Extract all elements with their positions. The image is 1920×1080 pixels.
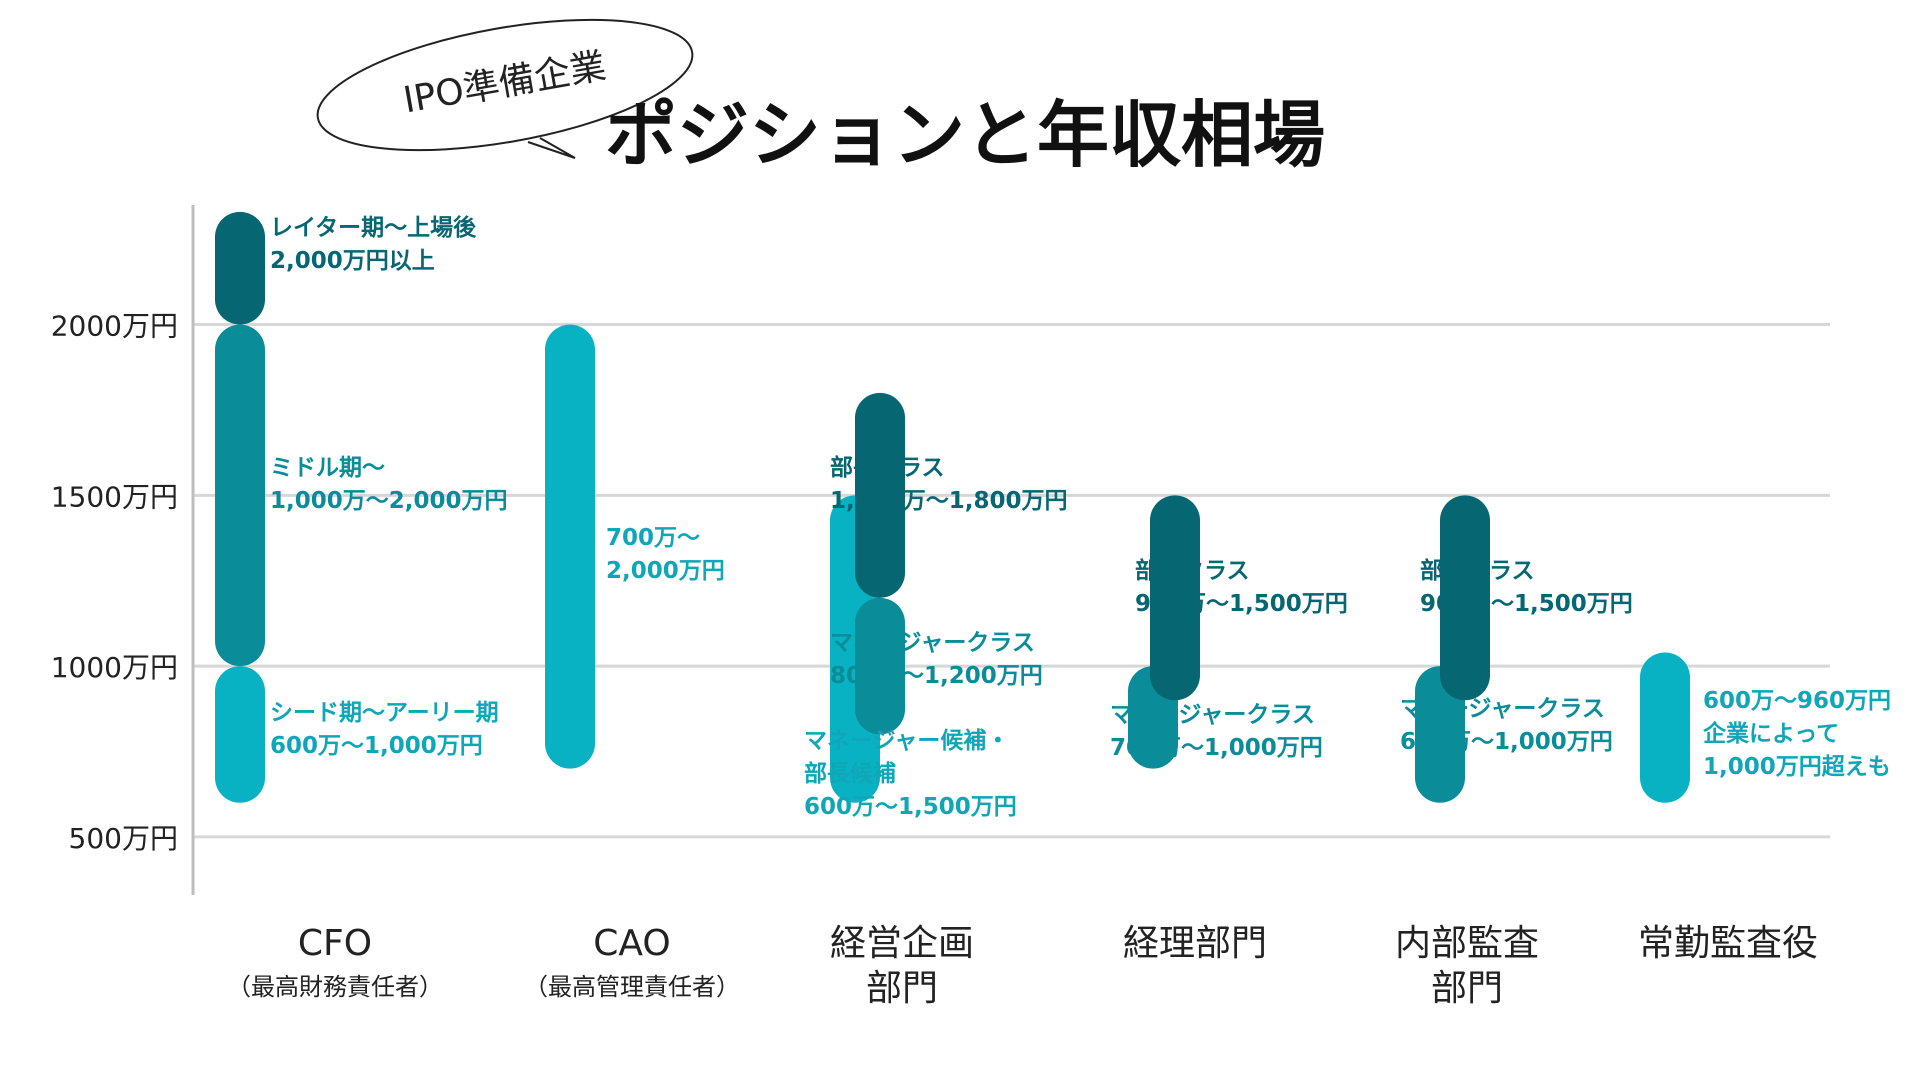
range-label-line: 600万～1,500万円 — [804, 794, 1017, 820]
y-tick-labels: 2000万円 1500万円 1000万円 500万円 — [51, 310, 178, 855]
range-bar-1-light — [545, 324, 595, 769]
range-label-0: レイター期～上場後 2,000万円以上 — [270, 214, 477, 274]
category-sublabel-1: （最高管理責任者） — [524, 973, 740, 1001]
header: IPO準備企業 ポジションと年収相場 — [316, 18, 1325, 177]
y-tick-label-1000: 1000万円 — [51, 651, 178, 684]
range-label-line: 800万～1,200万円 — [830, 663, 1043, 689]
range-label-9: マネージャークラス 600万～1,000万円 — [1400, 696, 1613, 755]
category-sublabel-4: 部門 — [1431, 968, 1503, 1009]
range-label-line: シード期～アーリー期 — [270, 700, 499, 726]
category-sublabel-2: 部門 — [866, 968, 938, 1009]
category-label-2: 経営企画 — [830, 923, 974, 964]
range-label-line: 700万～ — [606, 525, 700, 551]
range-label-line: 2,000万円以上 — [270, 248, 435, 274]
range-label-4: マネージャー候補・部長候補 600万～1,500万円 — [804, 728, 1017, 820]
category-label-1: CAO — [593, 923, 670, 964]
category-sublabel-0: （最高財務責任者） — [227, 973, 443, 1001]
range-label-line: ミドル期～ — [270, 455, 385, 481]
range-label-5: マネージャークラス 800万～1,200万円 — [830, 630, 1043, 689]
range-label-line: レイター期～上場後 — [270, 214, 477, 241]
range-label-2: シード期～アーリー期 600万～1,000万円 — [270, 700, 499, 759]
y-tick-label-1500: 1500万円 — [51, 480, 178, 513]
range-bar-4-mid — [1415, 666, 1465, 803]
range-label-line: 1,000万円超えも — [1703, 754, 1891, 780]
range-label-line: 部長クラス — [1420, 557, 1535, 584]
range-label-line: 部長クラス — [1135, 557, 1250, 584]
range-label-line: 900万～1,500万円 — [1420, 591, 1633, 617]
category-label-3: 経理部門 — [1123, 923, 1267, 964]
range-label-8: 部長クラス 900万～1,500万円 — [1135, 557, 1348, 617]
category-label-4: 内部監査 — [1395, 923, 1539, 964]
grid-lines — [193, 323, 1830, 839]
range-bar-2-dark — [855, 392, 905, 598]
range-bar-0-light — [215, 666, 265, 803]
range-label-line: 1,200万～1,800万円 — [830, 488, 1068, 514]
range-bar-4-dark — [1440, 495, 1490, 701]
range-label-line: 900万～1,500万円 — [1135, 591, 1348, 617]
range-label-line: 700万～1,000万円 — [1110, 735, 1323, 761]
range-label-line: マネージャークラス — [1400, 696, 1605, 722]
speech-bubble — [316, 18, 694, 152]
range-label-line: 部長候補 — [804, 760, 896, 787]
page-title: ポジションと年収相場 — [605, 93, 1325, 177]
range-label-line: 2,000万円 — [606, 558, 725, 584]
category-label-0: CFO — [298, 923, 372, 964]
range-bar-5-light — [1640, 652, 1690, 803]
range-label-11: 600万～960万円企業によって 1,000万円超えも — [1702, 688, 1891, 780]
range-label-1: ミドル期～ 1,000万～2,000万円 — [270, 455, 508, 514]
range-label-line: 部長クラス — [830, 454, 945, 481]
range-bars — [215, 211, 1690, 803]
range-bar-0-dark — [215, 211, 265, 325]
range-label-line: 企業によって — [1702, 720, 1839, 747]
range-bar-0-mid — [215, 324, 265, 667]
speech-bubble-tail — [527, 137, 576, 159]
range-label-line: 600万～1,000万円 — [1400, 729, 1613, 755]
range-label-line: 600万～1,000万円 — [270, 733, 483, 759]
y-tick-label-500: 500万円 — [69, 822, 178, 855]
range-bar-3-dark — [1150, 495, 1200, 701]
y-tick-label-2000: 2000万円 — [51, 310, 178, 343]
range-label-10: 部長クラス 900万～1,500万円 — [1420, 557, 1633, 617]
range-label-3: 700万～ 2,000万円 — [606, 525, 725, 584]
category-label-5: 常勤監査役 — [1638, 923, 1818, 964]
range-label-line: 1,000万～2,000万円 — [270, 488, 508, 514]
range-label-line: マネージャー候補・ — [804, 728, 1009, 754]
range-label-line: マネージャークラス — [1110, 702, 1315, 728]
range-bar-2-mid — [855, 597, 905, 735]
range-label-line: マネージャークラス — [830, 630, 1035, 656]
range-label-6: 部長クラス 1,200万～1,800万円 — [830, 454, 1068, 514]
range-label-line: 600万～960万円 — [1703, 688, 1891, 714]
range-label-7: マネージャークラス 700万～1,000万円 — [1110, 702, 1323, 761]
